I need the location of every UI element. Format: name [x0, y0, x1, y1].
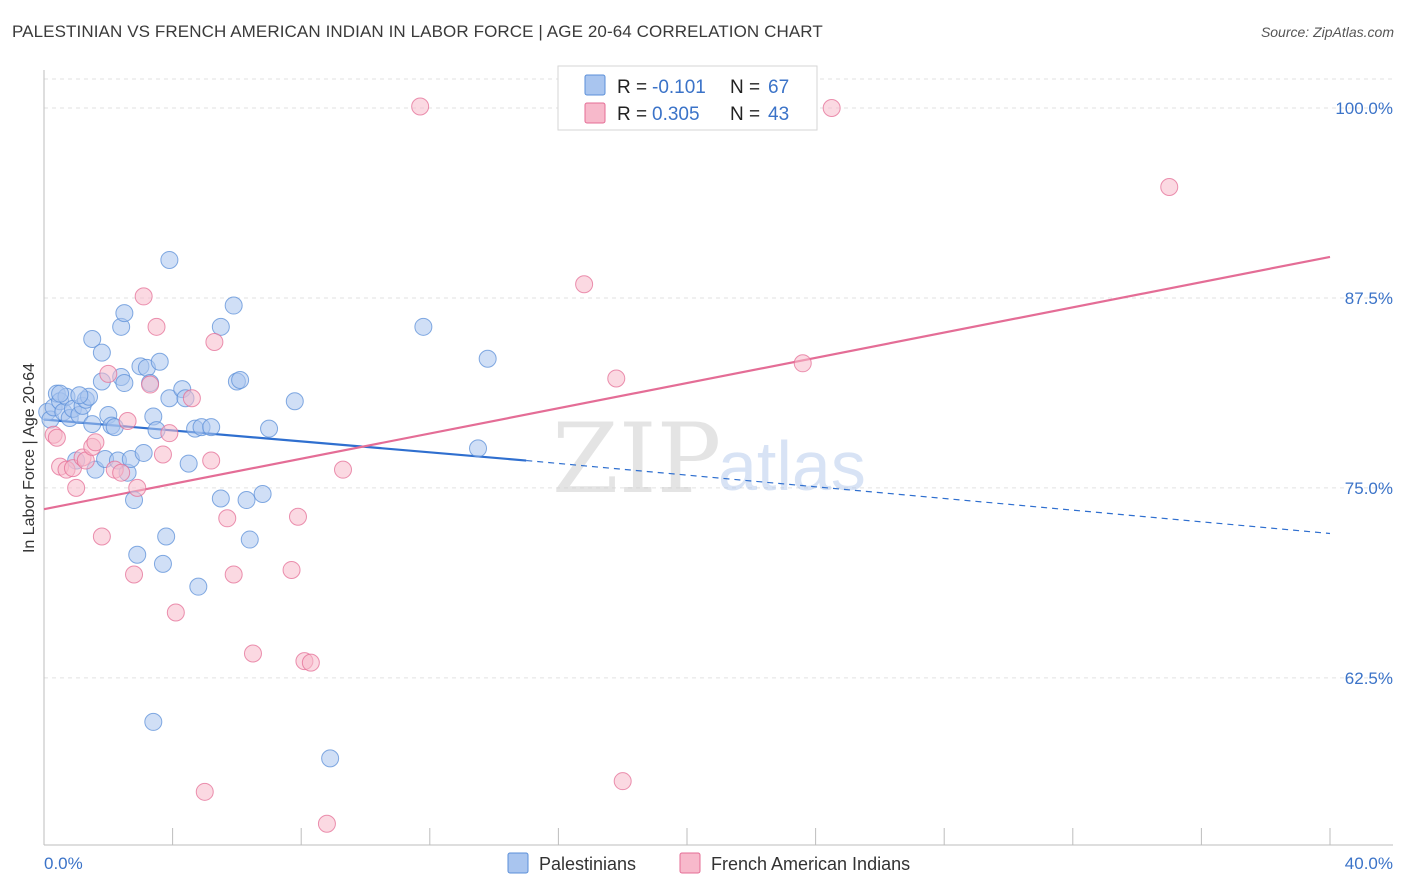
y-tick-label: 62.5%: [1345, 669, 1393, 688]
french-american-indians-point: [134, 287, 153, 306]
palestinians-point: [469, 439, 488, 458]
palestinians-point: [237, 491, 256, 510]
french-american-indians-point: [141, 375, 160, 394]
legend-r-value-2: 0.305: [652, 104, 700, 125]
french-american-indians-point: [86, 433, 105, 452]
y-tick-label: 100.0%: [1335, 99, 1393, 118]
palestinians-point: [83, 329, 102, 348]
palestinians-point: [231, 371, 250, 389]
french-american-indians-point: [202, 451, 221, 470]
palestinians-point: [70, 386, 89, 405]
french-american-indians-point: [125, 565, 144, 584]
palestinians-point: [189, 577, 208, 596]
french-american-indians-point: [822, 98, 841, 117]
x-tick-max: 40.0%: [1345, 854, 1393, 873]
french-american-indians-point: [153, 445, 172, 464]
palestinians-trend-extension: [526, 459, 1331, 535]
french-american-indians-point: [47, 428, 66, 447]
legend-swatch-palestinians: [584, 74, 606, 96]
bottom-legend-swatch-french-american-indians: [679, 852, 701, 874]
french-american-indians-point: [147, 317, 166, 336]
y-tick-label: 75.0%: [1345, 479, 1393, 498]
palestinians-point: [240, 530, 259, 549]
french-american-indians-point: [118, 412, 137, 431]
french-american-indians-point: [411, 97, 430, 116]
french-american-indians-point: [288, 507, 307, 526]
french-american-indians-point: [67, 478, 86, 497]
french-american-indians-point: [92, 527, 111, 546]
palestinians-point: [285, 392, 304, 411]
palestinians-point: [224, 296, 243, 315]
palestinians-point: [321, 749, 340, 768]
legend-n-value-1: 67: [768, 77, 789, 98]
axes: [43, 70, 1393, 846]
french-american-indians-point: [575, 275, 594, 294]
palestinians-point: [157, 527, 176, 546]
palestinians-point: [150, 352, 169, 371]
palestinians-point: [260, 419, 279, 438]
palestinians-point: [115, 374, 134, 393]
french-american-indians-point: [205, 333, 224, 352]
palestinians-point: [51, 384, 70, 403]
palestinians-point: [128, 545, 147, 564]
x-tick-min: 0.0%: [44, 854, 83, 873]
legend-n-value-2: 43: [768, 104, 789, 125]
french-american-indians-point: [218, 509, 237, 528]
y-axis-label: In Labor Force | Age 20-64: [21, 363, 38, 553]
palestinians-point: [211, 489, 230, 508]
palestinians-point: [134, 443, 153, 462]
y-tick-label: 87.5%: [1345, 289, 1393, 308]
french-american-indians-point: [613, 772, 632, 791]
bottom-legend-palestinians: Palestinians: [539, 854, 636, 874]
palestinians-point: [83, 415, 102, 434]
legend-r-value-1: -0.101: [652, 77, 706, 98]
french-american-indians-point: [243, 644, 262, 663]
legend: R = -0.101 N = 67 R = 0.305 N = 43: [557, 65, 818, 131]
palestinians-point: [179, 454, 198, 473]
french-american-indians-point: [1160, 178, 1179, 197]
legend-n-label-1: N =: [730, 77, 760, 98]
palestinians-point: [414, 317, 433, 336]
french-american-indians-point: [160, 424, 179, 443]
legend-n-label-2: N =: [730, 104, 760, 125]
french-american-indians-point: [607, 369, 626, 388]
source-label: Source: ZipAtlas.com: [1260, 24, 1394, 40]
french-american-indians-point: [182, 389, 201, 408]
chart-title: PALESTINIAN VS FRENCH AMERICAN INDIAN IN…: [12, 22, 823, 41]
french-american-indians-point: [195, 782, 214, 801]
french-american-indians-point: [333, 460, 352, 479]
french-american-indians-point: [128, 478, 147, 497]
y-tick-labels: 62.5% 75.0% 87.5% 100.0%: [1335, 99, 1393, 688]
french-american-indians-point: [282, 560, 301, 579]
legend-r-label-2: R =: [617, 104, 647, 125]
watermark-zip: ZIP: [552, 403, 721, 515]
bottom-legend-french-american-indians: French American Indians: [711, 854, 910, 874]
palestinians-point: [478, 349, 497, 368]
palestinians-point: [144, 712, 163, 731]
watermark-atlas: atlas: [718, 427, 866, 505]
palestinians-point: [160, 250, 179, 269]
french-american-indians-trend-line: [43, 255, 1331, 511]
legend-swatch-french-american-indians: [584, 102, 606, 124]
french-american-indians-point: [301, 653, 320, 672]
palestinians-point: [92, 343, 111, 362]
french-american-indians-point: [317, 814, 336, 833]
bottom-legend-swatch-palestinians: [507, 852, 529, 874]
palestinians-point: [202, 418, 221, 437]
bottom-legend: Palestinians French American Indians: [507, 852, 910, 874]
french-american-indians-point: [166, 603, 185, 622]
palestinians-point: [153, 554, 172, 573]
palestinians-point: [253, 484, 272, 503]
french-american-indians-point: [793, 354, 812, 373]
palestinians-point: [211, 317, 230, 336]
legend-r-label-1: R =: [617, 77, 647, 98]
french-american-indians-point: [112, 463, 131, 482]
french-american-indians-point: [224, 565, 243, 584]
french-american-indians-point: [99, 364, 118, 383]
data-points: [38, 97, 1179, 833]
palestinians-point: [115, 304, 134, 323]
